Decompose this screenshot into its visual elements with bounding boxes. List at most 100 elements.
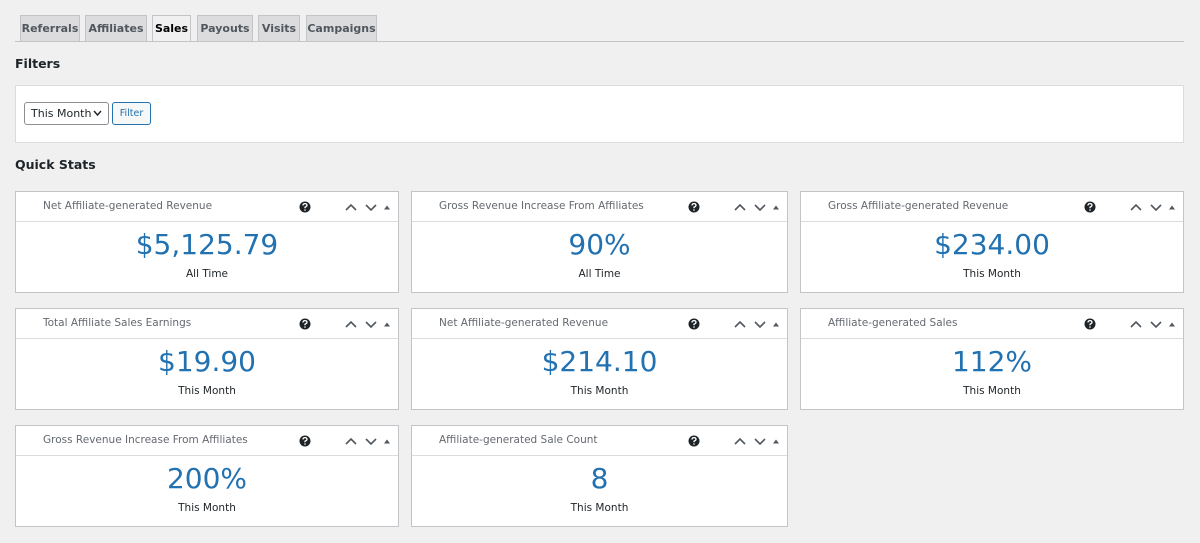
collapse-toggle[interactable] — [773, 205, 779, 210]
tab-divider — [15, 41, 1184, 42]
collapse-toggle[interactable] — [384, 322, 390, 327]
card-header: Net Affiliate-generated Revenue — [16, 192, 398, 222]
card-icons — [294, 199, 394, 218]
stat-value: 8 — [590, 462, 609, 495]
help-icon[interactable] — [1084, 201, 1096, 213]
card-icons — [294, 433, 394, 452]
card-title: Gross Affiliate-generated Revenue — [828, 200, 1009, 212]
tab[interactable]: Visits — [258, 15, 300, 41]
stat-card: Net Affiliate-generated Revenue $5,125.79… — [15, 191, 399, 293]
move-down[interactable] — [1150, 321, 1162, 329]
move-up[interactable] — [345, 437, 357, 445]
help-icon[interactable] — [688, 318, 700, 330]
quick-stats-heading: Quick Stats — [15, 157, 96, 172]
move-up[interactable] — [345, 203, 357, 211]
card-header: Affiliate-generated Sales — [801, 309, 1183, 339]
card-controls — [299, 318, 390, 330]
help-icon[interactable] — [688, 435, 700, 447]
move-down[interactable] — [754, 204, 766, 212]
stat-value: 200% — [166, 462, 248, 495]
stat-value: 112% — [951, 345, 1033, 378]
collapse-toggle[interactable] — [384, 205, 390, 210]
stat-card: Gross Affiliate-generated Revenue $234.00… — [800, 191, 1184, 293]
move-down[interactable] — [1150, 204, 1162, 212]
card-title: Gross Revenue Increase From Affiliates — [43, 434, 248, 446]
card-header: Total Affiliate Sales Earnings — [16, 309, 398, 339]
stat-period: All Time — [578, 268, 621, 280]
tab[interactable]: Affiliates — [85, 15, 147, 41]
collapse-toggle[interactable] — [773, 439, 779, 444]
help-icon[interactable] — [299, 318, 311, 330]
card-icons — [683, 199, 783, 218]
move-down[interactable] — [365, 438, 377, 446]
move-up[interactable] — [734, 203, 746, 211]
help-icon[interactable] — [299, 435, 311, 447]
card-title: Net Affiliate-generated Revenue — [439, 317, 609, 329]
tab[interactable]: Sales — [152, 15, 191, 42]
move-down[interactable] — [754, 438, 766, 446]
card-header: Gross Revenue Increase From Affiliates — [412, 192, 787, 222]
card-icons — [683, 316, 783, 335]
card-icons — [1079, 316, 1179, 335]
stat-value: $19.90 — [158, 345, 256, 378]
card-controls — [299, 201, 390, 213]
help-icon[interactable] — [688, 201, 700, 213]
tab[interactable]: Campaigns — [306, 15, 377, 41]
stat-value: $234.00 — [934, 228, 1050, 261]
move-down[interactable] — [365, 321, 377, 329]
card-title: Total Affiliate Sales Earnings — [43, 317, 192, 329]
collapse-toggle[interactable] — [1169, 205, 1175, 210]
move-up[interactable] — [734, 320, 746, 328]
select-value: This Month — [31, 107, 92, 120]
card-controls — [688, 435, 779, 447]
filter-button[interactable]: Filter — [112, 102, 151, 125]
stat-value: 90% — [568, 228, 631, 261]
help-icon[interactable] — [299, 201, 311, 213]
card-icons — [1079, 199, 1179, 218]
stat-card: Gross Revenue Increase From Affiliates 90… — [411, 191, 788, 293]
move-down[interactable] — [365, 204, 377, 212]
card-icons — [294, 316, 394, 335]
card-header: Gross Revenue Increase From Affiliates — [16, 426, 398, 456]
collapse-toggle[interactable] — [384, 439, 390, 444]
stat-period: This Month — [178, 385, 236, 397]
stat-period: All Time — [185, 268, 229, 280]
collapse-toggle[interactable] — [1169, 322, 1175, 327]
card-title: Affiliate-generated Sales — [828, 317, 958, 329]
stat-card: Net Affiliate-generated Revenue $214.10 Th… — [411, 308, 788, 410]
move-up[interactable] — [1130, 203, 1142, 211]
card-icons — [683, 433, 783, 452]
move-up[interactable] — [1130, 320, 1142, 328]
move-up[interactable] — [345, 320, 357, 328]
collapse-toggle[interactable] — [773, 322, 779, 327]
card-header: Gross Affiliate-generated Revenue — [801, 192, 1183, 222]
card-title: Gross Revenue Increase From Affiliates — [439, 200, 644, 212]
card-controls — [1084, 201, 1175, 213]
card-controls — [688, 201, 779, 213]
move-up[interactable] — [734, 437, 746, 445]
stat-value: $5,125.79 — [135, 228, 279, 261]
dropdown-arrow — [93, 110, 102, 117]
card-header: Net Affiliate-generated Revenue — [412, 309, 787, 339]
stat-period: This Month — [178, 502, 236, 514]
tab[interactable]: Payouts — [197, 15, 253, 41]
stat-period: This Month — [963, 268, 1021, 280]
filters-heading: Filters — [15, 56, 61, 71]
stat-card: Total Affiliate Sales Earnings $19.90 This… — [15, 308, 399, 410]
stat-card: Affiliate-generated Sales 112% This Month — [800, 308, 1184, 410]
card-header: Affiliate-generated Sale Count — [412, 426, 787, 456]
card-title: Net Affiliate-generated Revenue — [43, 200, 213, 212]
stat-period: This Month — [570, 385, 629, 397]
tab[interactable]: Referrals — [20, 15, 80, 41]
stat-period: This Month — [570, 502, 629, 514]
date-select[interactable]: This Month — [24, 102, 109, 125]
card-controls — [1084, 318, 1175, 330]
help-icon[interactable] — [1084, 318, 1096, 330]
stat-value: $214.10 — [541, 345, 658, 378]
move-down[interactable] — [754, 321, 766, 329]
stat-card: Affiliate-generated Sale Count 8 This Mont… — [411, 425, 788, 527]
stat-card: Gross Revenue Increase From Affiliates 20… — [15, 425, 399, 527]
card-title: Affiliate-generated Sale Count — [439, 434, 598, 446]
card-controls — [688, 318, 779, 330]
